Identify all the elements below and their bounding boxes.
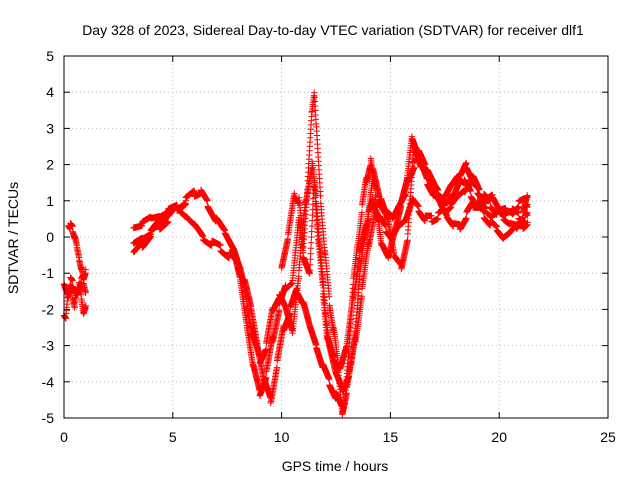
data-point <box>326 375 333 383</box>
data-point <box>376 193 383 200</box>
data-point <box>309 206 316 213</box>
data-point <box>295 273 302 280</box>
x-axis-label: GPS time / hours <box>282 458 389 474</box>
data-point <box>524 212 531 219</box>
data-point <box>147 233 154 240</box>
data-point <box>308 228 315 235</box>
data-point <box>467 187 474 195</box>
y-axis-label: SDTVAR / TECUs <box>5 182 21 294</box>
data-point <box>480 208 487 215</box>
data-point <box>317 192 324 199</box>
data-point <box>204 197 211 204</box>
data-track <box>278 89 531 418</box>
data-point <box>217 242 224 249</box>
data-point <box>82 288 89 295</box>
data-point <box>182 197 190 204</box>
data-point <box>308 222 316 230</box>
data-point <box>358 209 366 216</box>
data-point <box>275 307 283 314</box>
data-point <box>404 237 411 244</box>
data-point <box>358 293 366 300</box>
data-point <box>307 250 314 257</box>
data-point <box>80 273 87 281</box>
data-point <box>428 212 435 220</box>
data-point <box>307 256 314 263</box>
data-point <box>463 215 470 222</box>
data-point <box>307 239 315 246</box>
data-point <box>308 233 315 241</box>
data-point <box>349 281 357 288</box>
data-point <box>371 185 379 192</box>
data-point <box>334 358 342 366</box>
data-point <box>69 223 76 230</box>
data-point <box>434 215 442 222</box>
data-point <box>309 211 316 219</box>
data-point <box>304 186 311 193</box>
data-point <box>191 187 198 194</box>
data-points <box>60 89 531 418</box>
data-point <box>321 300 329 307</box>
data-point <box>306 261 314 268</box>
data-point <box>82 302 89 309</box>
data-point <box>306 267 314 274</box>
data-point <box>262 374 270 381</box>
data-point <box>319 282 326 289</box>
data-point <box>310 189 317 197</box>
data-point <box>326 293 333 300</box>
data-point <box>307 245 315 252</box>
data-point <box>308 165 316 172</box>
data-point <box>356 255 363 262</box>
data-point <box>69 277 76 284</box>
data-point <box>273 364 281 371</box>
chart-title: Day 328 of 2023, Sidereal Day-to-day VTE… <box>82 22 584 38</box>
data-track <box>65 220 89 297</box>
